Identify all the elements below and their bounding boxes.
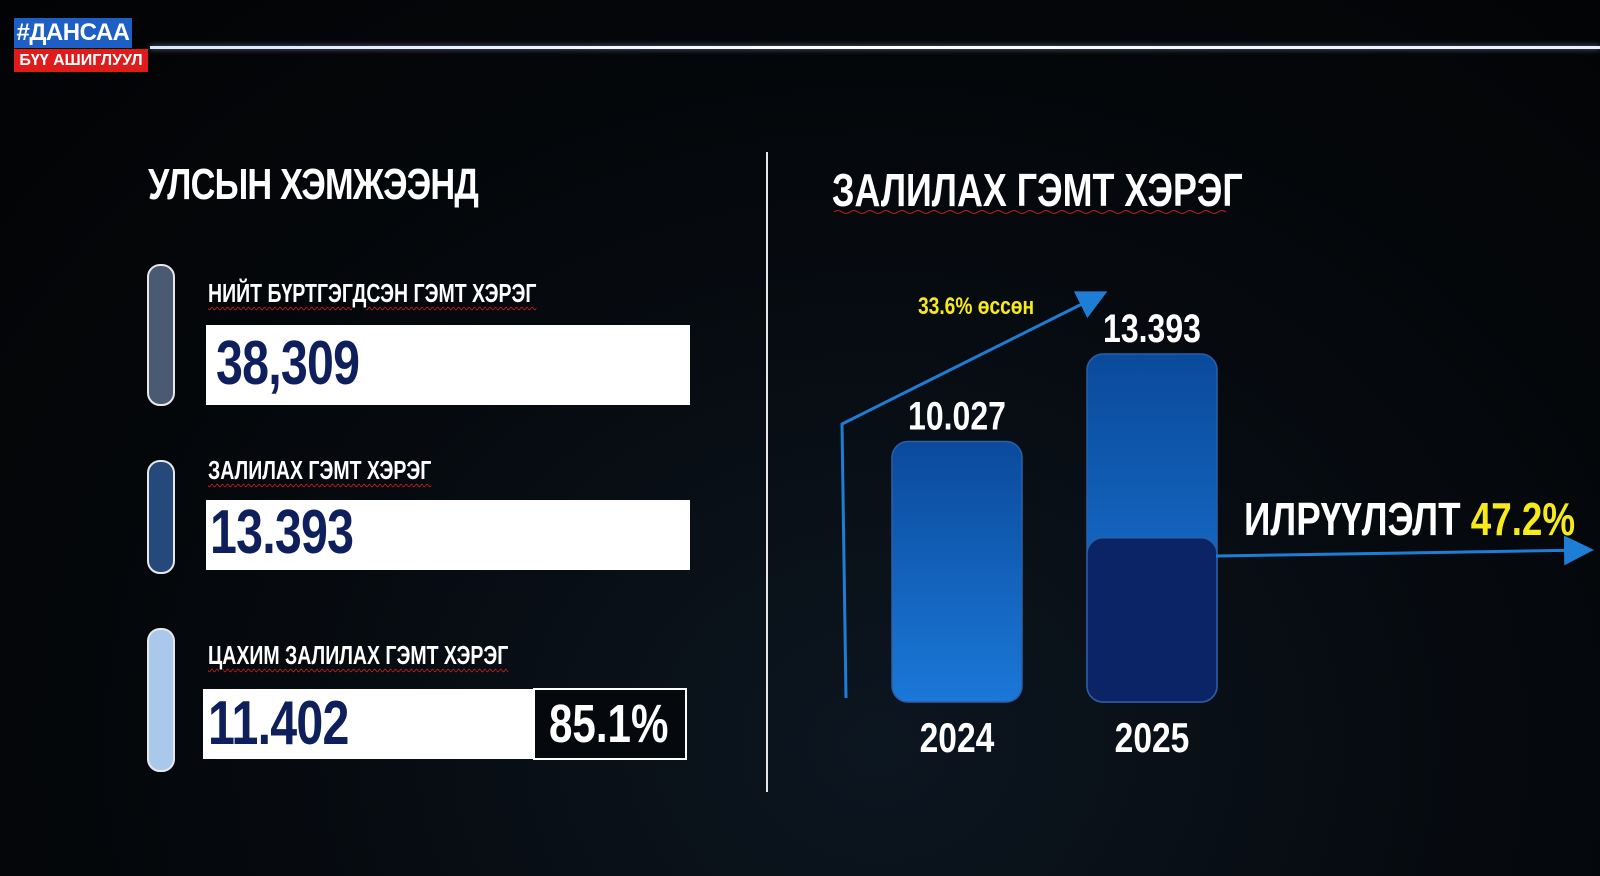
section-divider: [766, 152, 768, 792]
stat-label-total: НИЙТ БҮРТГЭГДСЭН ГЭМТ ХЭРЭГ: [208, 278, 537, 308]
bar-value-label-2024: 10.027: [908, 393, 1006, 438]
logo-subtitle: БҮҮ АШИГЛУУЛ: [14, 49, 148, 72]
stat-value-cyber: 11.402: [208, 689, 349, 758]
stat-box-cyber: [203, 689, 535, 759]
logo-hashtag: #ДАНСАА: [14, 18, 132, 48]
stat-marker-total: [147, 264, 175, 406]
stat-label-cyber: ЦАХИМ ЗАЛИЛАХ ГЭМТ ХЭРЭГ: [208, 640, 509, 670]
stat-percent-box: [533, 688, 687, 760]
stat-marker-cyber: [147, 628, 175, 772]
stat-value-total: 38,309: [216, 329, 360, 398]
national-scale-title: УЛСЫН ХЭМЖЭЭНД: [148, 160, 479, 209]
stat-marker-fraud: [147, 460, 175, 574]
title-underline: [833, 210, 1227, 214]
stat-percent-cyber: 85.1%: [549, 694, 669, 754]
stat-box-total: [206, 325, 690, 405]
detection-arrow: [1215, 535, 1594, 566]
x-tick-2025: 2025: [1115, 716, 1190, 762]
stat-value-fraud: 13.393: [210, 498, 354, 567]
chart-title: ЗАЛИЛАХ ГЭМТ ХЭРЭГ: [832, 165, 1243, 216]
bar-2024: [891, 440, 1023, 703]
stat-label-fraud: ЗАЛИЛАХ ГЭМТ ХЭРЭГ: [208, 455, 432, 485]
header-rule: [150, 46, 1600, 49]
detection-label: ИЛРҮҮЛЭЛТ 47.2%: [1244, 493, 1575, 545]
growth-annotation: 33.6% өссөн: [918, 292, 1034, 320]
bar-value-label-2025: 13.393: [1103, 306, 1201, 351]
bar-2025-detected: [1086, 536, 1218, 703]
x-tick-2024: 2024: [920, 716, 995, 762]
growth-arrow: [840, 291, 1108, 699]
stat-box-fraud: [206, 500, 690, 570]
